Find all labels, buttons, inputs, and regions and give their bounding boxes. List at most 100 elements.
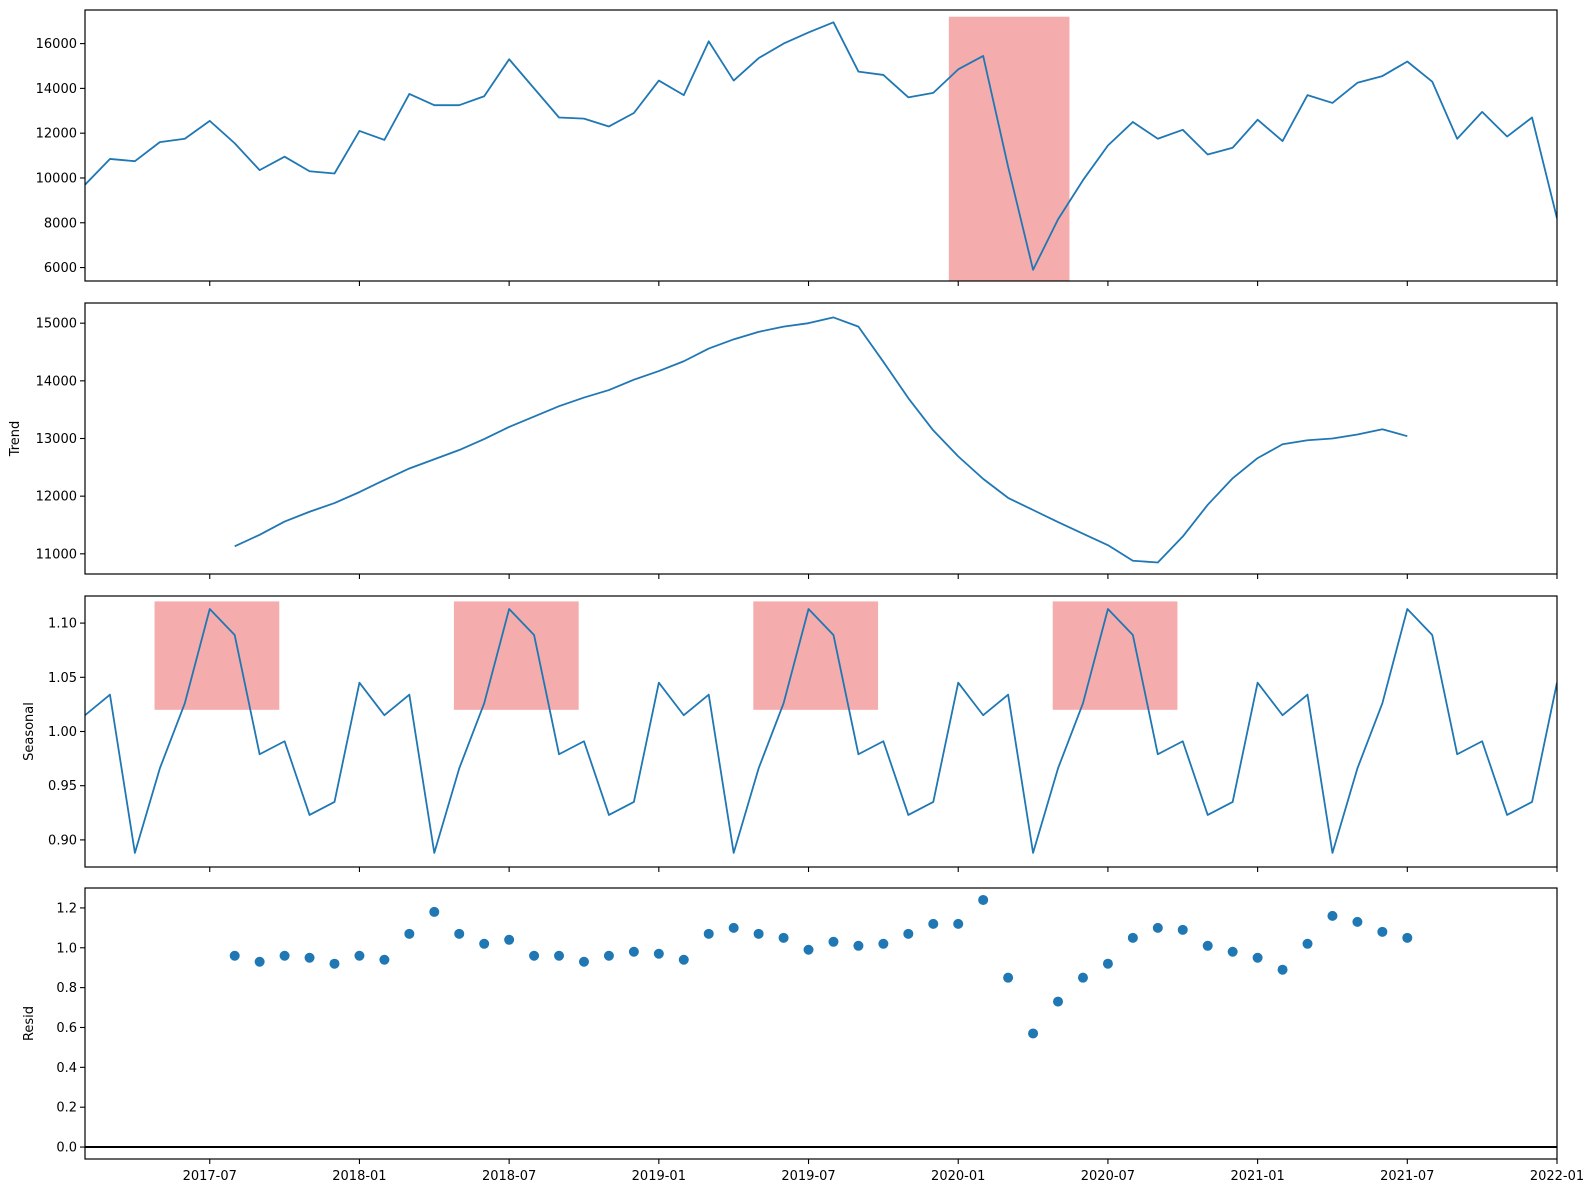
resid-ytick-label-5: 1.0: [56, 941, 77, 956]
resid-point-10: [329, 958, 340, 969]
resid-point-24: [678, 954, 689, 965]
resid-point-49: [1302, 938, 1313, 949]
xtick-label-1: 2018-01: [332, 1169, 386, 1184]
resid-point-31: [853, 940, 864, 951]
seasonal-ytick-label-0: 0.90: [48, 833, 77, 848]
observed-ytick-label-4: 14000: [36, 82, 77, 97]
resid-ytick-label-6: 1.2: [56, 901, 77, 916]
resid-point-18: [529, 950, 540, 961]
xtick-label-2: 2018-07: [482, 1169, 536, 1184]
seasonal-ytick-label-1: 0.95: [48, 779, 77, 794]
resid-ytick-label-4: 0.8: [56, 981, 77, 996]
resid-point-30: [828, 936, 839, 947]
panel-seasonal: 0.90 0.95 1.00 1.05 1.10 Seasonal: [22, 595, 1558, 872]
observed-ytick-label-2: 10000: [36, 171, 77, 186]
resid-point-33: [903, 928, 914, 939]
observed-ytick-label-1: 8000: [44, 216, 77, 231]
seasonal-ytick-label-4: 1.10: [48, 617, 77, 632]
seasonal-highlight-0: [154, 601, 280, 710]
resid-point-46: [1227, 946, 1238, 957]
resid-point-14: [429, 906, 440, 917]
resid-point-39: [1053, 996, 1064, 1007]
resid-point-37: [1003, 972, 1014, 983]
resid-point-45: [1202, 940, 1213, 951]
resid-point-51: [1352, 916, 1363, 927]
xtick-label-5: 2020-01: [931, 1169, 985, 1184]
trend-ytick-label-3: 14000: [36, 374, 77, 389]
resid-point-11: [354, 950, 365, 961]
seasonal-plot-area: [85, 601, 1557, 854]
xtick-label-8: 2021-07: [1380, 1169, 1434, 1184]
resid-point-7: [254, 956, 265, 967]
resid-point-48: [1277, 964, 1288, 975]
resid-point-21: [603, 950, 614, 961]
resid-ytick-label-0: 0.0: [56, 1141, 77, 1156]
resid-axes-frame: [84, 887, 1558, 1160]
resid-point-25: [703, 928, 714, 939]
seasonal-ytick-label-3: 1.05: [48, 671, 77, 686]
resid-point-35: [953, 918, 964, 929]
resid-point-41: [1102, 958, 1113, 969]
trend-ylabel: Trend: [8, 421, 23, 458]
xtick-label-9: 2022-01: [1530, 1169, 1584, 1184]
observed-plot-area: [85, 16, 1557, 281]
resid-ytick-label-1: 0.2: [56, 1101, 77, 1116]
resid-point-34: [928, 918, 939, 929]
observed-ytick-label-0: 6000: [44, 261, 77, 276]
resid-point-36: [978, 894, 989, 905]
trend-ytick-label-4: 15000: [36, 317, 77, 332]
resid-point-47: [1252, 952, 1263, 963]
resid-point-32: [878, 938, 889, 949]
resid-point-8: [279, 950, 290, 961]
xtick-label-0: 2017-07: [183, 1169, 237, 1184]
panels-layer: 6000 8000 10000 12000 14000 16000 11000 12000 13…: [8, 9, 1584, 1184]
resid-point-44: [1177, 924, 1188, 935]
resid-point-17: [504, 934, 515, 945]
resid-plot-area: [85, 894, 1557, 1149]
resid-point-6: [229, 950, 240, 961]
resid-point-16: [479, 938, 490, 949]
resid-point-15: [454, 928, 465, 939]
observed-series-line: [85, 21, 1557, 271]
resid-ytick-label-3: 0.6: [56, 1021, 77, 1036]
resid-point-9: [304, 952, 315, 963]
resid-point-23: [653, 948, 664, 959]
resid-point-42: [1127, 932, 1138, 943]
observed-ytick-label-5: 16000: [36, 37, 77, 52]
observed-highlight-0: [948, 16, 1070, 281]
resid-point-50: [1327, 910, 1338, 921]
resid-point-28: [778, 932, 789, 943]
observed-axes-frame: [84, 9, 1558, 282]
trend-series-line: [234, 316, 1408, 564]
resid-point-43: [1152, 922, 1163, 933]
xtick-label-4: 2019-07: [781, 1169, 835, 1184]
xtick-label-6: 2020-07: [1081, 1169, 1135, 1184]
seasonal-highlight-1: [453, 601, 579, 710]
resid-point-53: [1402, 932, 1413, 943]
trend-ytick-label-1: 12000: [36, 490, 77, 505]
resid-point-26: [728, 922, 739, 933]
xtick-label-3: 2019-01: [632, 1169, 686, 1184]
resid-point-38: [1028, 1028, 1039, 1039]
resid-ylabel: Resid: [22, 1006, 37, 1041]
panel-observed: 6000 8000 10000 12000 14000 16000: [36, 9, 1558, 286]
resid-point-12: [379, 954, 390, 965]
panel-resid: 0.0 0.2 0.4 0.6 0.8 1.0 1.2 2017-07 2018-01 2018-…: [22, 887, 1584, 1184]
trend-ytick-label-2: 13000: [36, 432, 77, 447]
seasonal-series-line: [85, 608, 1557, 854]
seasonal-highlight-2: [753, 601, 879, 710]
resid-point-40: [1077, 972, 1088, 983]
xtick-label-7: 2021-01: [1230, 1169, 1284, 1184]
seasonal-highlight-3: [1052, 601, 1178, 710]
resid-point-20: [578, 956, 589, 967]
seasonal-ylabel: Seasonal: [22, 702, 37, 761]
seasonal-ytick-label-2: 1.00: [48, 725, 77, 740]
resid-ytick-label-2: 0.4: [56, 1061, 77, 1076]
resid-point-52: [1377, 926, 1388, 937]
resid-point-13: [404, 928, 415, 939]
resid-point-27: [753, 928, 764, 939]
resid-point-19: [554, 950, 565, 961]
trend-plot-area: [234, 316, 1408, 564]
resid-point-29: [803, 944, 814, 955]
